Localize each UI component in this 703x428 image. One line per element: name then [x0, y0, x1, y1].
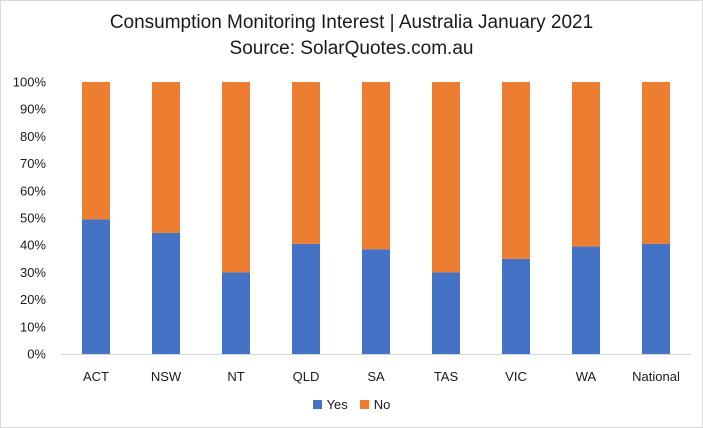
x-tick-label: QLD — [293, 369, 320, 384]
y-tick-label: 10% — [20, 319, 46, 334]
bar-no-nt — [222, 82, 250, 273]
chart-title: Consumption Monitoring Interest | Austra… — [109, 12, 594, 33]
bar-no-tas — [432, 82, 460, 273]
y-tick-label: 20% — [20, 292, 46, 307]
x-tick-label: WA — [576, 369, 597, 384]
bar-yes-national — [642, 243, 670, 354]
y-tick-label: 30% — [20, 265, 46, 280]
bar-no-qld — [292, 82, 320, 244]
legend-label-yes: Yes — [326, 397, 348, 412]
x-tick-label: TAS — [434, 369, 459, 384]
x-tick-label: VIC — [505, 369, 527, 384]
bar-yes-tas — [432, 272, 460, 354]
bar-no-sa — [362, 82, 390, 250]
legend-label-no: No — [373, 397, 391, 412]
x-tick-label: National — [632, 369, 680, 384]
y-tick-label: 70% — [20, 156, 46, 171]
x-tick-label: NT — [227, 369, 244, 384]
y-tick-label: 50% — [20, 211, 46, 226]
legend-item-no: No — [359, 397, 391, 412]
x-tick-label: NSW — [151, 369, 182, 384]
bar-yes-wa — [572, 246, 600, 354]
bar-yes-sa — [362, 249, 390, 354]
chart-legend: Yes No — [1, 397, 702, 412]
x-tick-label: ACT — [83, 369, 109, 384]
y-tick-label: 100% — [13, 75, 47, 90]
y-tick-label: 90% — [20, 102, 46, 117]
bar-yes-nt — [222, 272, 250, 354]
y-tick-label: 40% — [20, 238, 46, 253]
bar-yes-qld — [292, 243, 320, 354]
legend-swatch-no — [359, 400, 369, 409]
y-tick-label: 60% — [20, 183, 46, 198]
bar-yes-nsw — [152, 232, 180, 354]
bar-yes-act — [82, 219, 110, 354]
y-tick-label: 0% — [27, 347, 46, 362]
bar-no-nsw — [152, 82, 180, 233]
y-tick-label: 80% — [20, 129, 46, 144]
bar-yes-vic — [502, 258, 530, 354]
legend-swatch-yes — [312, 400, 322, 409]
chart-subtitle: Source: SolarQuotes.com.au — [229, 38, 474, 59]
bar-no-wa — [572, 82, 600, 247]
bar-no-act — [82, 82, 110, 220]
bar-no-national — [642, 82, 670, 244]
bar-no-vic — [502, 82, 530, 259]
x-tick-label: SA — [367, 369, 385, 384]
legend-item-yes: Yes — [312, 397, 348, 412]
